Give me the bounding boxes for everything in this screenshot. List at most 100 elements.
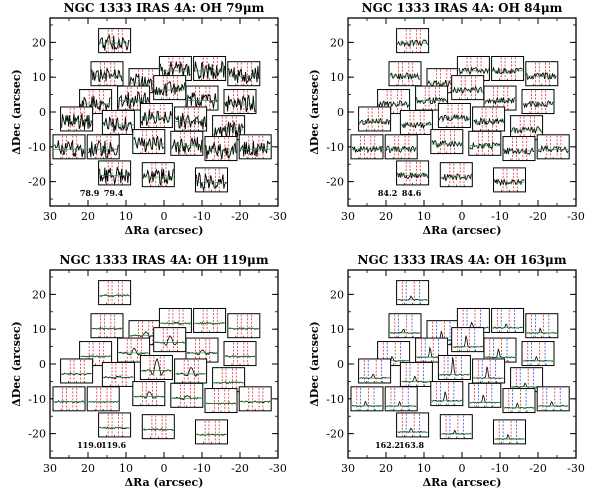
spaxel-24	[141, 414, 175, 440]
spaxel-frame	[396, 412, 430, 438]
spaxel-frame	[502, 388, 536, 414]
spaxel-1	[98, 280, 132, 306]
spaxel-frame	[525, 313, 559, 339]
spaxel-frame	[525, 61, 559, 87]
spaxel-12	[358, 358, 392, 384]
panel-3: NGC 1333 IRAS 4A: OH 119μm 30 20 10 0 -10 -20 -…	[10, 253, 287, 489]
x-tick-label: 20	[81, 462, 95, 475]
x-tick-label: -30	[269, 210, 287, 223]
y-tick-label: -10	[326, 393, 344, 406]
spaxel-frame	[101, 361, 135, 387]
spaxel-24	[439, 162, 473, 188]
spectrum-trace	[469, 141, 501, 151]
spaxel-frame	[52, 386, 86, 412]
spaxel-2	[388, 313, 422, 339]
spaxel-9	[153, 327, 187, 353]
spaxel-frame	[439, 414, 473, 440]
x-tick-label: -10	[491, 462, 509, 475]
spaxel-frame	[493, 419, 526, 445]
spectrum-trace	[196, 433, 227, 437]
spaxel-6	[227, 61, 261, 87]
spectrum-trace	[439, 113, 470, 123]
y-tick-label: 10	[330, 323, 344, 336]
spectrum-trace	[118, 91, 150, 110]
spaxel-14	[437, 102, 471, 128]
spaxel-25	[195, 419, 228, 445]
spaxel-frame	[388, 313, 422, 339]
spaxel-frame	[521, 89, 555, 115]
y-tick-label: 20	[330, 288, 344, 301]
x-tick-label: 0	[161, 210, 168, 223]
x-tick-label: 20	[379, 462, 393, 475]
spectrum-trace	[224, 94, 256, 113]
x-tick-label: -20	[529, 462, 547, 475]
spaxel-frame	[98, 280, 132, 306]
spaxel-18	[384, 134, 418, 160]
spectrum-trace	[511, 382, 542, 388]
x-tick-label: 10	[119, 462, 133, 475]
spaxel-frame	[472, 106, 506, 132]
x-tick-label: -10	[193, 462, 211, 475]
x-tick-label: 30	[341, 210, 355, 223]
spaxel-frame	[536, 386, 570, 412]
spaxel-11	[521, 341, 555, 367]
spaxel-frame	[521, 341, 555, 367]
spectrum-trace	[397, 172, 428, 180]
x-axis-label: ΔRa (arcsec)	[125, 224, 204, 237]
spaxel-10	[483, 85, 517, 111]
spectrum-trace	[140, 109, 172, 126]
spaxel-14	[139, 102, 173, 128]
spaxel-1	[98, 28, 132, 54]
spaxel-frame	[439, 162, 473, 188]
spectrum-trace	[61, 113, 93, 130]
spaxel-frame	[399, 361, 433, 387]
spaxel-6	[525, 61, 559, 87]
x-tick-label: -30	[567, 462, 585, 475]
spaxel-frame	[399, 109, 433, 135]
x-tick-label: 0	[459, 210, 466, 223]
spaxel-frame	[358, 106, 392, 132]
y-tick-label: -20	[326, 428, 344, 441]
spaxel-frame	[141, 162, 175, 188]
spectrum-trace	[186, 92, 218, 109]
spaxel-frame	[204, 388, 238, 414]
x-tick-label: -30	[269, 462, 287, 475]
y-tick-label: 0	[39, 106, 46, 119]
x-tick-label: 20	[379, 210, 393, 223]
y-tick-label: -10	[28, 393, 46, 406]
y-tick-label: 10	[330, 71, 344, 84]
x-tick-label: 30	[43, 210, 57, 223]
spaxel-frame	[358, 358, 392, 384]
spaxel-frame	[193, 307, 227, 333]
spaxel-17	[52, 386, 86, 412]
spectrum-trace	[522, 100, 554, 109]
spectrum-trace	[142, 168, 174, 187]
spectrum-trace	[492, 66, 523, 75]
spaxel-20	[170, 130, 204, 156]
spaxel-frame	[491, 307, 525, 333]
spaxel-18	[86, 134, 120, 160]
panel-title: NGC 1333 IRAS 4A: OH 79μm	[64, 1, 265, 15]
panel-title: NGC 1333 IRAS 4A: OH 163μm	[357, 253, 566, 267]
spectrum-trace	[99, 166, 131, 184]
spaxel-17	[350, 386, 384, 412]
spaxel-frame	[472, 358, 506, 384]
x-tick-label: 10	[119, 210, 133, 223]
spaxel-6	[525, 313, 559, 339]
y-axis-label: ΔDec (arcsec)	[10, 69, 23, 155]
spaxel-23	[98, 160, 132, 186]
spaxel-2	[90, 61, 124, 87]
spaxel-frame	[491, 55, 525, 81]
spaxel-19	[430, 129, 464, 155]
y-tick-label: 10	[32, 323, 46, 336]
spectrum-trace	[175, 112, 207, 130]
x-tick-label: -10	[491, 210, 509, 223]
x-tick-label: 30	[43, 462, 57, 475]
spaxel-frame	[483, 337, 517, 363]
spaxel-5	[491, 55, 525, 81]
spaxel-20	[468, 130, 502, 156]
y-axis-label: ΔDec (arcsec)	[10, 321, 23, 407]
spaxel-2	[90, 313, 124, 339]
